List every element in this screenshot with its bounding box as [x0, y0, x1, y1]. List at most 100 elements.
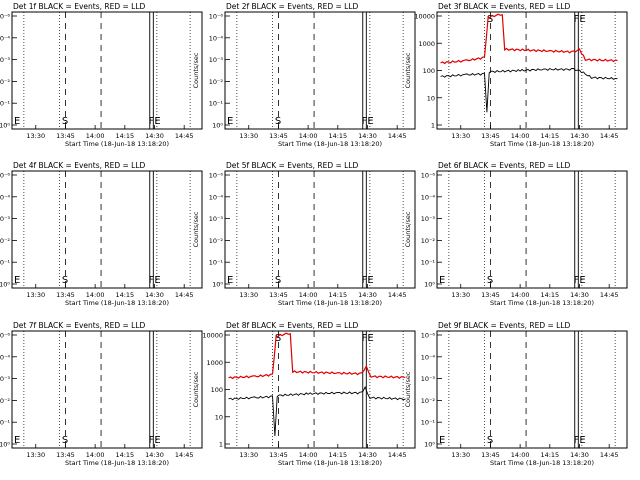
- y-tick-label: 10⁰: [0, 122, 10, 130]
- plot-frame: [11, 330, 203, 449]
- x-tick-label: 14:00: [511, 291, 530, 299]
- y-tick-label: 10⁻⁶: [0, 332, 10, 340]
- x-tick-label: 13:45: [56, 451, 75, 459]
- panel-title: Det 7f BLACK = Events, RED = LLD: [13, 321, 146, 330]
- y-tick-label: 10⁻³: [209, 56, 224, 64]
- x-tick-label: 14:45: [388, 291, 407, 299]
- x-tick-label: 13:30: [239, 132, 258, 140]
- x-tick-label: 14:30: [145, 291, 164, 299]
- panel-title: Det 3f BLACK = Events, RED = LLD: [438, 2, 571, 11]
- x-tick-label: 13:45: [269, 132, 288, 140]
- x-tick-label: 14:30: [358, 132, 377, 140]
- y-tick-label: 10⁻⁴: [421, 193, 436, 201]
- y-axis-label: Counts/sec: [404, 371, 412, 407]
- y-tick-label: 10⁰: [212, 122, 223, 130]
- y-tick-label: 10⁻¹: [0, 419, 10, 427]
- x-tick-label: 13:45: [481, 451, 500, 459]
- x-axis-label: Start Time (18-Jun-18 13:18:20): [65, 459, 169, 467]
- y-tick-label: 1000: [206, 359, 223, 367]
- marker-e: E: [14, 116, 20, 127]
- y-tick-label: 10⁰: [212, 281, 223, 289]
- y-tick-label: 10⁻⁶: [209, 13, 224, 21]
- y-axis-label: Counts/sec: [192, 211, 200, 247]
- x-axis-label: Start Time (18-Jun-18 13:18:20): [278, 299, 382, 307]
- x-tick-label: 14:00: [86, 132, 105, 140]
- y-tick-label: 10⁻¹: [0, 259, 10, 267]
- y-tick-label: 10⁻⁶: [421, 172, 436, 180]
- y-tick-label: 10⁻⁶: [0, 172, 10, 180]
- x-tick-label: 13:45: [269, 291, 288, 299]
- marker-fe: FE: [362, 116, 374, 127]
- y-tick-label: 10⁻²: [0, 78, 10, 86]
- y-tick-label: 10⁻¹: [209, 100, 224, 108]
- x-tick-label: 14:15: [540, 132, 559, 140]
- marker-e: E: [14, 435, 20, 446]
- x-tick-label: 14:30: [145, 451, 164, 459]
- panel-title: Det 4f BLACK = Events, RED = LLD: [13, 161, 146, 170]
- y-tick-label: 10⁻⁶: [421, 332, 436, 340]
- x-tick-label: 13:45: [56, 291, 75, 299]
- x-tick-label: 14:45: [175, 291, 194, 299]
- marker-fe: FE: [362, 275, 374, 286]
- x-tick-label: 13:30: [26, 132, 45, 140]
- panel-title: Det 9f BLACK = Events, RED = LLD: [438, 321, 571, 330]
- x-tick-label: 13:30: [239, 451, 258, 459]
- y-tick-label: 10⁻³: [421, 215, 436, 223]
- y-tick-label: 10000: [202, 332, 223, 340]
- x-tick-label: 14:15: [115, 291, 134, 299]
- panel-title: Det 6f BLACK = Events, RED = LLD: [438, 161, 571, 170]
- panel-det-7f: Det 7f BLACK = Events, RED = LLD Counts/s…: [0, 321, 203, 467]
- x-tick-label: 14:45: [600, 291, 619, 299]
- y-tick-label: 10⁰: [0, 441, 10, 449]
- y-tick-label: 10⁻¹: [209, 259, 224, 267]
- plot-frame: [224, 170, 416, 289]
- y-tick-label: 10⁻⁴: [0, 193, 10, 201]
- panel-det-1f: Det 1f BLACK = Events, RED = LLD Counts/s…: [0, 2, 203, 148]
- y-tick-label: 10000: [414, 13, 435, 21]
- marker-fe: FE: [149, 275, 161, 286]
- y-tick-label: 10: [427, 94, 435, 102]
- y-tick-label: 10⁻⁴: [0, 34, 10, 42]
- panel-title: Det 8f BLACK = Events, RED = LLD: [226, 321, 359, 330]
- x-tick-label: 13:45: [269, 451, 288, 459]
- x-tick-label: 14:30: [145, 132, 164, 140]
- y-axis-label: Counts/sec: [404, 52, 412, 88]
- marker-fe: FE: [574, 275, 586, 286]
- y-tick-label: 10⁻²: [0, 237, 10, 245]
- x-tick-label: 13:30: [451, 291, 470, 299]
- x-tick-label: 13:30: [26, 291, 45, 299]
- x-tick-label: 13:45: [56, 132, 75, 140]
- y-tick-label: 10⁻⁴: [209, 193, 224, 201]
- y-tick-label: 1000: [418, 40, 435, 48]
- x-tick-label: 14:00: [511, 451, 530, 459]
- x-tick-label: 14:15: [328, 451, 347, 459]
- marker-s: S: [275, 333, 281, 344]
- marker-s: S: [487, 435, 493, 446]
- y-tick-label: 1: [219, 441, 223, 449]
- y-tick-label: 10⁻²: [209, 78, 224, 86]
- panel-title: Det 5f BLACK = Events, RED = LLD: [226, 161, 359, 170]
- marker-fe: FE: [362, 333, 374, 344]
- panel-title: Det 1f BLACK = Events, RED = LLD: [13, 2, 146, 11]
- panel-det-4f: Det 4f BLACK = Events, RED = LLD Counts/s…: [0, 161, 203, 307]
- x-tick-label: 14:45: [600, 132, 619, 140]
- y-tick-label: 10⁻⁶: [209, 172, 224, 180]
- x-axis-label: Start Time (18-Jun-18 13:18:20): [65, 140, 169, 148]
- x-tick-label: 13:30: [26, 451, 45, 459]
- y-tick-label: 10⁻⁶: [0, 13, 10, 21]
- x-tick-label: 14:30: [570, 291, 589, 299]
- x-tick-label: 14:45: [175, 132, 194, 140]
- x-tick-label: 14:15: [328, 132, 347, 140]
- x-tick-label: 13:45: [481, 291, 500, 299]
- x-tick-label: 14:15: [540, 291, 559, 299]
- marker-fe: FE: [149, 116, 161, 127]
- y-axis-label: Counts/sec: [192, 52, 200, 88]
- marker-s: S: [62, 116, 68, 127]
- marker-fe: FE: [574, 435, 586, 446]
- x-tick-label: 14:30: [570, 451, 589, 459]
- x-tick-label: 14:15: [328, 291, 347, 299]
- y-tick-label: 10⁻³: [0, 215, 10, 223]
- x-axis-label: Start Time (18-Jun-18 13:18:20): [278, 459, 382, 467]
- panel-det-3f: Det 3f BLACK = Events, RED = LLD Counts/s…: [404, 2, 628, 148]
- plot-frame: [436, 330, 628, 449]
